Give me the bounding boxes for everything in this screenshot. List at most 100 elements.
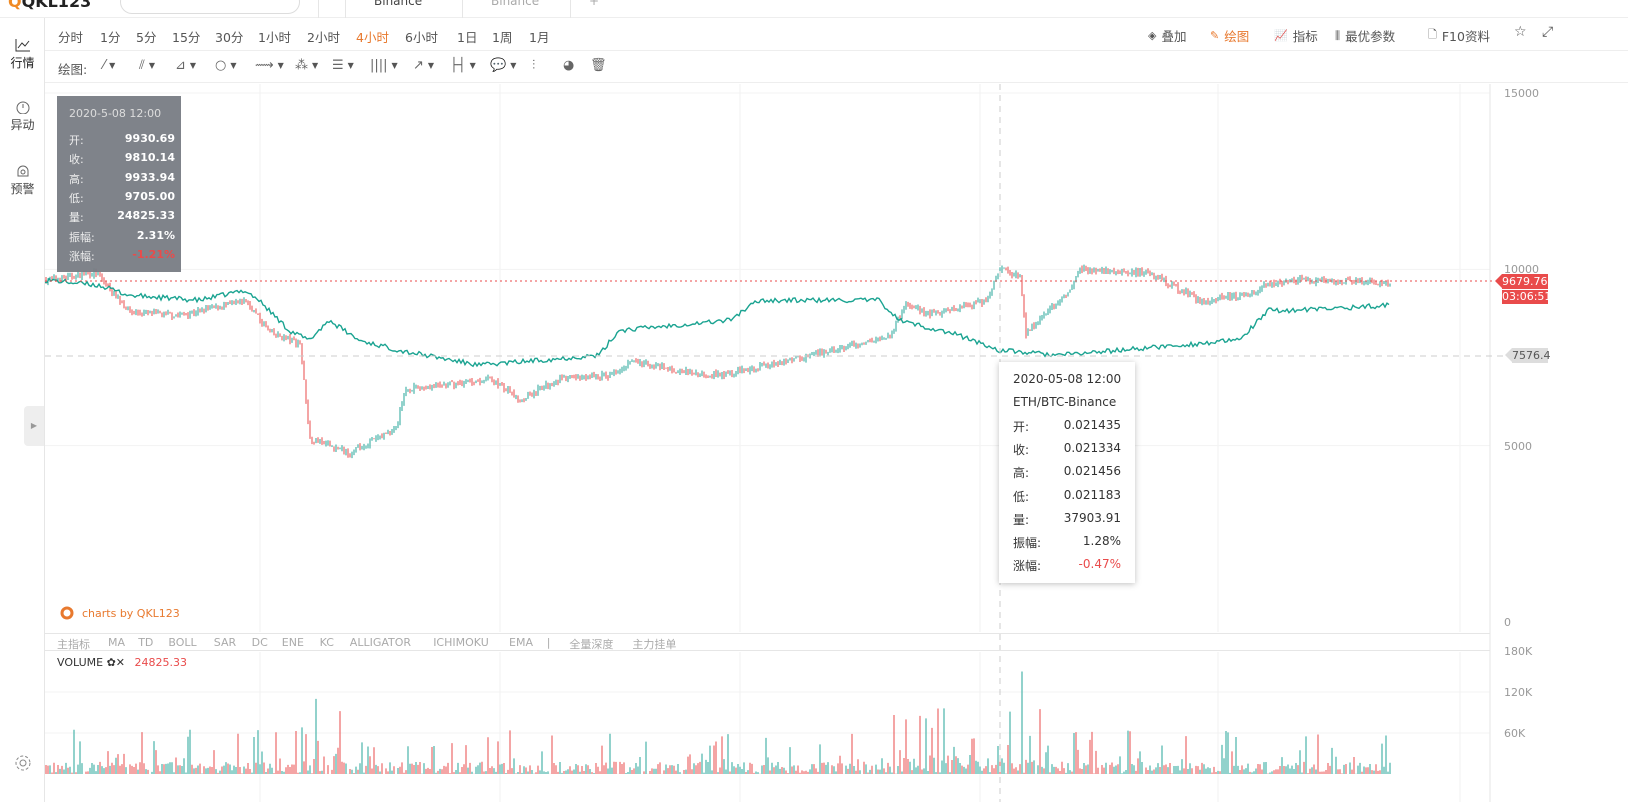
chevron-down-icon[interactable]: ▼ <box>109 61 116 70</box>
measure-tool-button[interactable]: ├┤ ▼ <box>450 58 476 73</box>
wave-tool-button[interactable]: ⟿ ▼ <box>255 58 284 73</box>
volume-bars <box>45 671 1391 774</box>
market-tab-2[interactable]: Binance <box>462 0 570 18</box>
interval-tab[interactable]: 30分 <box>215 30 244 45</box>
volume-close-icon[interactable]: ✕ <box>115 656 125 669</box>
price-axis-label: 5000 <box>1504 440 1532 453</box>
indicator-item[interactable]: KC <box>319 636 334 649</box>
chevron-down-icon[interactable]: ▼ <box>230 61 237 70</box>
indicator-item[interactable]: ICHIMOKU <box>433 636 489 649</box>
sidebar-label: 行情 <box>10 56 35 70</box>
note-tool-button[interactable]: 💬 ▼ <box>490 58 516 73</box>
gann-tool-icon: |||| <box>370 58 388 73</box>
candle-style-button[interactable]: ⫶ <box>532 58 535 73</box>
indicator-item[interactable]: ALLIGATOR <box>349 636 412 649</box>
tab-color-icon[interactable] <box>318 0 345 18</box>
star-icon[interactable]: ☆ <box>1514 24 1527 40</box>
tooltip-pair: ETH/BTC-Binance <box>1013 395 1117 409</box>
indicator-item[interactable]: EMA <box>509 636 533 649</box>
ray-tool-icon: ⫽ <box>139 58 145 73</box>
layers-icon: ◈ <box>1148 29 1157 42</box>
brand-text: charts by QKL123 <box>82 606 180 620</box>
tool-label: 指标 <box>1292 29 1318 44</box>
indicator-item[interactable]: SAR <box>213 636 237 649</box>
tooltip-value: 37903.91 <box>1063 510 1121 525</box>
tool-document[interactable]: 🗋 F10资料 <box>1428 26 1490 45</box>
chevron-down-icon[interactable]: ▼ <box>510 61 517 70</box>
measure-tool-icon: ├┤ <box>450 58 466 73</box>
chevron-down-icon[interactable]: ▼ <box>312 61 319 70</box>
brand-watermark: charts by QKL123 <box>60 606 180 620</box>
interval-tab[interactable]: 1分 <box>100 30 121 45</box>
chevron-down-icon[interactable]: ▼ <box>277 61 284 70</box>
interval-tab[interactable]: 2小时 <box>307 30 340 45</box>
snapshot-button[interactable]: ◕ <box>563 58 574 73</box>
circle-tool-button[interactable]: ○ ▼ <box>215 58 237 73</box>
interval-tab[interactable]: 6小时 <box>405 30 438 45</box>
sliders-icon: ⫼ <box>1335 28 1341 42</box>
ray-tool-button[interactable]: ⫽ ▼ <box>139 58 155 73</box>
arrow-tool-button[interactable]: ↗ ▼ <box>413 58 434 73</box>
indicator-item[interactable]: 主力挂单 <box>632 638 677 651</box>
fullscreen-icon[interactable]: ⤢ <box>1542 24 1554 40</box>
indicator-item[interactable]: TD <box>138 636 154 649</box>
indicator-item[interactable]: ENE <box>281 636 304 649</box>
volume-value: 24825.33 <box>134 656 188 669</box>
interval-tab[interactable]: 5分 <box>136 30 157 45</box>
chevron-down-icon[interactable]: ▼ <box>469 61 476 70</box>
gann-tool-button[interactable]: |||| ▼ <box>370 58 398 73</box>
sidebar-label: 异动 <box>10 118 35 132</box>
chevron-down-icon[interactable]: ▼ <box>347 61 354 70</box>
info-row: 低: 9705.00 <box>69 190 175 206</box>
wave-tool-icon: ⟿ <box>255 58 274 73</box>
info-row: 振幅: 2.31% <box>69 229 175 245</box>
indicator-item[interactable]: BOLL <box>168 636 197 649</box>
logo-text: QKL123 <box>21 0 92 11</box>
chevron-down-icon[interactable]: ▼ <box>427 61 435 70</box>
indicator-item[interactable]: 全量深度 <box>569 638 614 651</box>
tool-indicator-chart[interactable]: 📈 指标 <box>1274 26 1318 45</box>
interval-tab[interactable]: 1小时 <box>258 30 291 45</box>
volume-settings-icon[interactable]: ✿ <box>106 656 116 669</box>
expand-panel-button[interactable]: ▶ <box>24 406 44 446</box>
tool-label: 最优参数 <box>1345 29 1396 44</box>
overlay-line-eth-btc <box>44 277 1390 368</box>
line-tool-button[interactable]: ⁄ ▼ <box>103 58 115 73</box>
sidebar-label: 预警 <box>10 182 35 196</box>
pattern-tool-button[interactable]: ⁂ ▼ <box>295 58 318 73</box>
logo[interactable]: QQKL123 <box>8 0 91 11</box>
interval-tab[interactable]: 1月 <box>529 30 550 45</box>
trash-button[interactable]: 🗑 <box>590 58 607 73</box>
chevron-down-icon[interactable]: ▼ <box>391 61 398 70</box>
sidebar-item-warning[interactable]: 预警 <box>0 163 45 197</box>
interval-tab[interactable]: 分时 <box>58 30 84 45</box>
indicator-bar: 主指标 MA TD BOLL SAR DC ENE KC ALLIGATOR ICHIMOKU EM… <box>45 633 1490 651</box>
market-tab-1[interactable]: Binance <box>345 0 462 18</box>
info-key: 收: <box>69 153 84 167</box>
interval-tab[interactable]: 1日 <box>457 30 478 45</box>
chevron-down-icon[interactable]: ▼ <box>189 61 197 70</box>
interval-tab[interactable]: 4小时 <box>356 30 389 45</box>
indicator-item[interactable]: DC <box>251 636 268 649</box>
interval-tab[interactable]: 1周 <box>492 30 513 45</box>
interval-tab[interactable]: 15分 <box>172 30 201 45</box>
tool-pencil[interactable]: ✎ 绘图 <box>1210 26 1249 45</box>
indicator-item: | <box>546 636 551 649</box>
fib-tool-button[interactable]: ☰ ▼ <box>332 58 354 73</box>
tool-sliders[interactable]: ⫼ 最优参数 <box>1335 26 1395 45</box>
settings-button[interactable] <box>0 754 45 774</box>
overlay-tooltip: 2020-05-08 12:00 ETH/BTC-Binance 开: 0.021… <box>999 362 1135 583</box>
info-value: 9705.00 <box>124 189 175 203</box>
tool-layers[interactable]: ◈ 叠加 <box>1148 26 1186 45</box>
volume-axis-label: 120K <box>1504 686 1533 699</box>
tooltip-key: 涨幅: <box>1013 559 1042 574</box>
sidebar-item-alerts-move[interactable]: 异动 <box>0 100 45 133</box>
indicator-item[interactable]: MA <box>108 636 126 649</box>
add-tab-button[interactable]: + <box>570 0 612 18</box>
indicator-item[interactable]: 主指标 <box>57 638 90 651</box>
tooltip-value: 0.021435 <box>1063 418 1121 432</box>
sidebar-item-market[interactable]: 行情 <box>0 38 45 71</box>
polyline-tool-button[interactable]: ⊿ ▼ <box>175 58 196 73</box>
chevron-down-icon[interactable]: ▼ <box>148 61 155 70</box>
